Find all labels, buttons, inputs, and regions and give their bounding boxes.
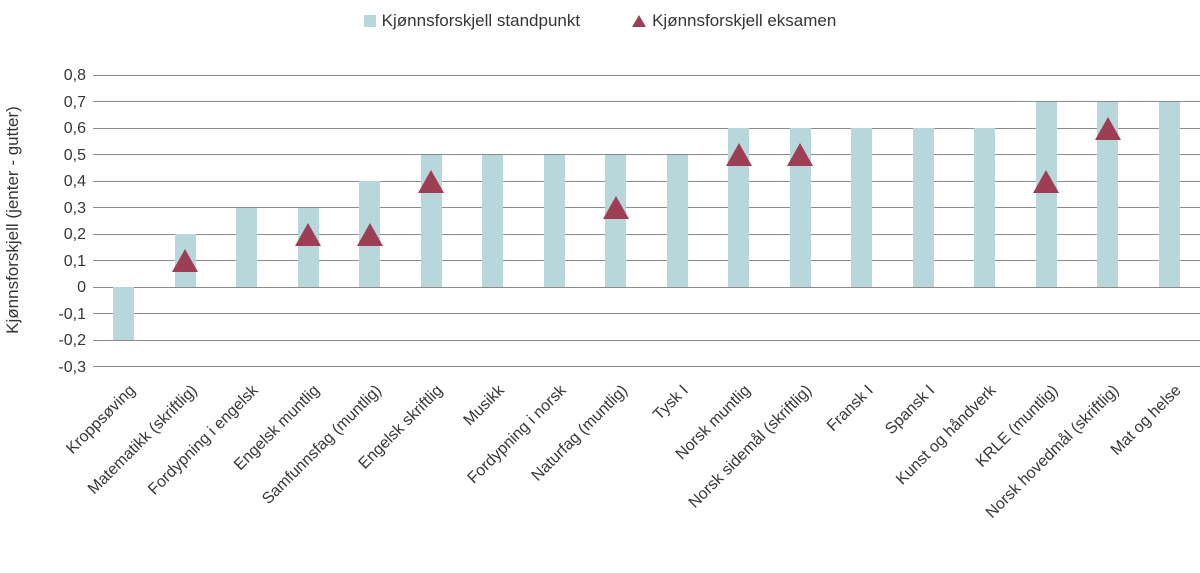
marker-eksamen bbox=[295, 222, 322, 246]
x-axis-label: Norsk sidemål (skriftlig) bbox=[685, 382, 816, 512]
y-tick-label: 0 bbox=[77, 279, 86, 296]
y-tick-label: 0,6 bbox=[63, 120, 86, 137]
bar-standpunkt bbox=[297, 207, 319, 287]
x-axis-label: Fordypning i engelsk bbox=[145, 382, 262, 499]
y-tick-label: 0,2 bbox=[63, 226, 86, 243]
eksamen-triangle-icon bbox=[632, 15, 647, 27]
gridline bbox=[93, 313, 1200, 314]
y-axis-title: Kjønnsforskjell (jenter - gutter) bbox=[3, 106, 22, 334]
legend-label-standpunkt: Kjønnsforskjell standpunkt bbox=[381, 11, 581, 30]
marker-eksamen bbox=[356, 222, 383, 246]
marker-eksamen bbox=[1033, 169, 1060, 193]
gridline bbox=[93, 207, 1200, 208]
bar-standpunkt bbox=[912, 128, 934, 287]
bar-standpunkt bbox=[728, 128, 750, 287]
gridline bbox=[93, 366, 1200, 367]
gridline bbox=[93, 180, 1200, 182]
marker-eksamen bbox=[418, 169, 445, 193]
gridline bbox=[93, 260, 1200, 261]
legend-label-eksamen: Kjønnsforskjell eksamen bbox=[652, 11, 837, 30]
legend: Kjønnsforskjell standpunkt Kjønnsforskje… bbox=[0, 11, 1200, 31]
bar-standpunkt bbox=[236, 207, 258, 287]
gridline bbox=[93, 233, 1200, 235]
marker-eksamen bbox=[725, 143, 752, 166]
gridline bbox=[93, 339, 1200, 341]
y-tick-label: -0,1 bbox=[58, 305, 86, 323]
y-tick-label: 0,1 bbox=[63, 252, 86, 270]
bar-standpunkt bbox=[851, 128, 873, 287]
marker-eksamen bbox=[1094, 116, 1121, 140]
y-tick-label: 0,5 bbox=[63, 146, 86, 164]
bar-standpunkt bbox=[789, 128, 811, 287]
bar-standpunkt bbox=[1097, 101, 1119, 287]
marker-eksamen bbox=[602, 196, 629, 219]
gridline bbox=[93, 286, 1200, 288]
gridline bbox=[93, 154, 1200, 155]
bar-standpunkt bbox=[482, 154, 504, 287]
bar-standpunkt bbox=[543, 154, 565, 287]
x-axis-label: Spansk I bbox=[882, 382, 939, 439]
x-axis-label: Matematikk (skriftlig) bbox=[84, 382, 201, 498]
legend-item-standpunkt: Kjønnsforskjell standpunkt bbox=[363, 11, 581, 31]
y-tick-label: 0,3 bbox=[63, 199, 86, 217]
marker-eksamen bbox=[172, 249, 199, 272]
x-axis-label: Fransk I bbox=[823, 382, 877, 435]
standpunkt-square-icon bbox=[363, 15, 376, 27]
y-tick-label: 0,4 bbox=[63, 173, 86, 190]
gridline bbox=[93, 74, 1200, 76]
x-axis-label: Tysk I bbox=[650, 382, 693, 424]
y-tick-label: 0,7 bbox=[63, 93, 86, 111]
y-tick-label: -0,3 bbox=[58, 358, 86, 376]
bar-standpunkt bbox=[113, 287, 135, 340]
bar-standpunkt bbox=[974, 128, 996, 287]
y-tick-label: -0,2 bbox=[58, 332, 86, 349]
marker-eksamen bbox=[787, 143, 814, 166]
x-axis-label: Samfunnsfag (muntlig) bbox=[258, 382, 385, 508]
x-axis-label: Musikk bbox=[460, 382, 508, 430]
gridline bbox=[93, 101, 1200, 102]
y-tick-label: 0,8 bbox=[63, 67, 86, 84]
gridline bbox=[93, 127, 1200, 129]
legend-item-eksamen: Kjønnsforskjell eksamen bbox=[632, 11, 836, 31]
bar-standpunkt bbox=[1158, 101, 1180, 287]
bar-standpunkt bbox=[1035, 101, 1057, 287]
bar-standpunkt bbox=[605, 154, 627, 287]
bar-standpunkt bbox=[666, 154, 688, 287]
